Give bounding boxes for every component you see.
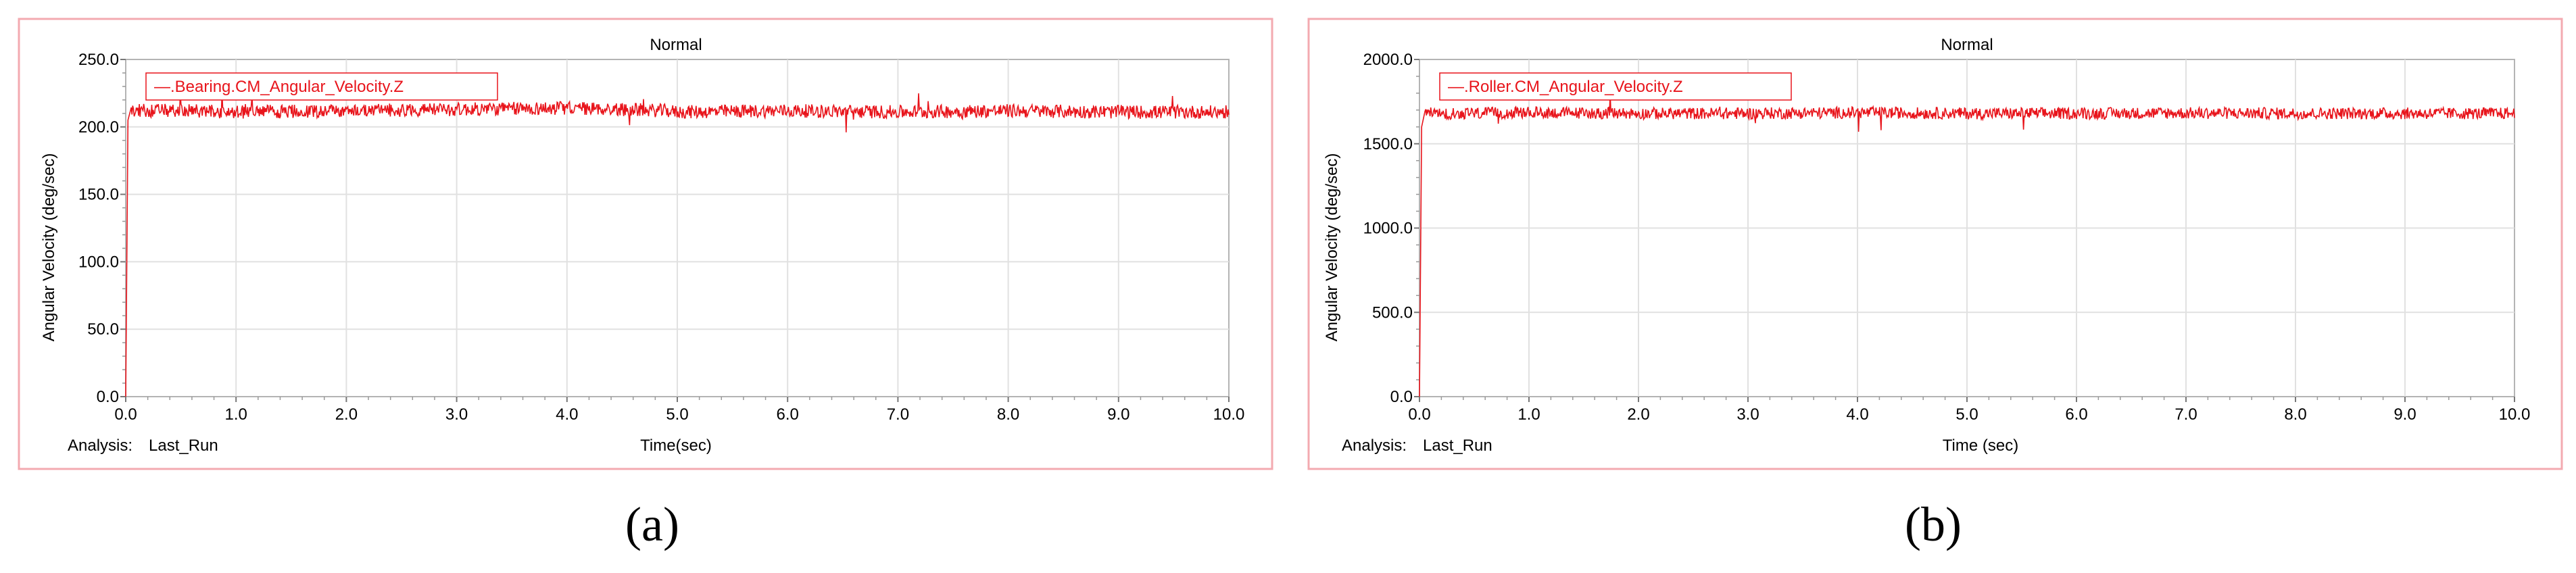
panel-a: Normal 0.0 1.0 2.0 3.0 4.0 5.0 6.0 7.0 8.0 9.0 10.… [18, 18, 1273, 551]
panel-a-legend-entry: —.Bearing.CM_Angular_Velocity.Z [154, 78, 404, 96]
panel-b-x-tick-label: 3.0 [1736, 405, 1759, 424]
panel-a-y-tick-label: 100.0 [78, 253, 119, 271]
panel-a-x-tick-label: 8.0 [997, 405, 1019, 424]
panel-b-y-tick-label: 0.0 [1390, 388, 1413, 406]
panel-a-analysis-value: Last_Run [149, 437, 218, 455]
panel-a-xlabel: Time(sec) [640, 437, 712, 455]
panel-b-x-tick-label: 7.0 [2174, 405, 2197, 424]
panel-b-plot: 0.0 1.0 2.0 3.0 4.0 5.0 6.0 7.0 8.0 9.0 10.0 0.0 500… [1363, 51, 2531, 424]
panel-a-y-tick-label: 0.0 [97, 388, 119, 406]
panel-b-y-tick-label: 500.0 [1372, 303, 1413, 322]
panel-a-legend-box [145, 72, 498, 101]
panel-b-y-tick-label: 2000.0 [1363, 51, 1413, 69]
panel-b-x-tick-label: 8.0 [2284, 405, 2306, 424]
panel-b: Normal 0.0 1.0 2.0 3.0 4.0 5.0 6.0 7.0 8.0 9.0 10.… [1307, 18, 2563, 551]
panel-a-series-line [125, 92, 1230, 397]
panel-b-x-tick-label: 9.0 [2393, 405, 2416, 424]
panel-b-x-tick-label: 6.0 [2065, 405, 2087, 424]
panel-b-x-tick-label: 10.0 [2499, 405, 2531, 424]
panel-a-x-tick-label: 2.0 [335, 405, 358, 424]
panel-a-x-tick-label: 1.0 [225, 405, 247, 424]
panel-a-title: Normal [650, 36, 702, 54]
panel-a-x-tick-label: 7.0 [887, 405, 909, 424]
panel-a-x-tick-label: 4.0 [556, 405, 578, 424]
panel-b-legend-entry: —.Roller.CM_Angular_Velocity.Z [1448, 78, 1683, 96]
panel-b-xlabel: Time (sec) [1943, 437, 2018, 455]
panel-b-analysis-value: Last_Run [1423, 437, 1492, 455]
panel-b-series-line [1419, 93, 2515, 397]
panel-b-analysis-label: Analysis: [1342, 437, 1407, 455]
panel-a-caption: (a) [625, 497, 679, 551]
panel-b-x-tick-label: 2.0 [1627, 405, 1649, 424]
panel-a-y-tick-label: 150.0 [78, 186, 119, 204]
panel-a-y-tick-label: 50.0 [87, 320, 119, 339]
panel-b-caption: (b) [1905, 497, 1962, 551]
panel-b-title: Normal [1941, 36, 1993, 54]
panel-b-x-tick-label: 4.0 [1846, 405, 1868, 424]
panel-b-legend-box [1439, 72, 1792, 101]
panel-a-analysis-label: Analysis: [68, 437, 132, 455]
panel-b-y-tick-label: 1000.0 [1363, 220, 1413, 238]
panel-a-x-tick-label: 5.0 [666, 405, 688, 424]
panel-a-x-tick-label: 6.0 [777, 405, 799, 424]
panel-a-x-tick-label: 10.0 [1213, 405, 1245, 424]
panel-a-x-tick-label: 9.0 [1107, 405, 1129, 424]
panel-a-x-tick-label: 3.0 [445, 405, 468, 424]
panel-a-x-tick-label: 0.0 [114, 405, 137, 424]
panel-b-x-tick-label: 5.0 [1955, 405, 1978, 424]
panel-b-ylabel: Angular Velocity (deg/sec) [1323, 153, 1341, 342]
panel-b-x-tick-label: 0.0 [1408, 405, 1430, 424]
panel-a-y-tick-label: 200.0 [78, 118, 119, 136]
panel-a-plot: 0.0 1.0 2.0 3.0 4.0 5.0 6.0 7.0 8.0 9.0 10.0 0.0 50.… [78, 51, 1244, 424]
panel-b-y-tick-label: 1500.0 [1363, 135, 1413, 153]
panel-b-x-tick-label: 1.0 [1517, 405, 1540, 424]
panel-a-y-tick-label: 250.0 [78, 51, 119, 69]
panel-a-ylabel: Angular Velocity (deg/sec) [40, 153, 58, 342]
